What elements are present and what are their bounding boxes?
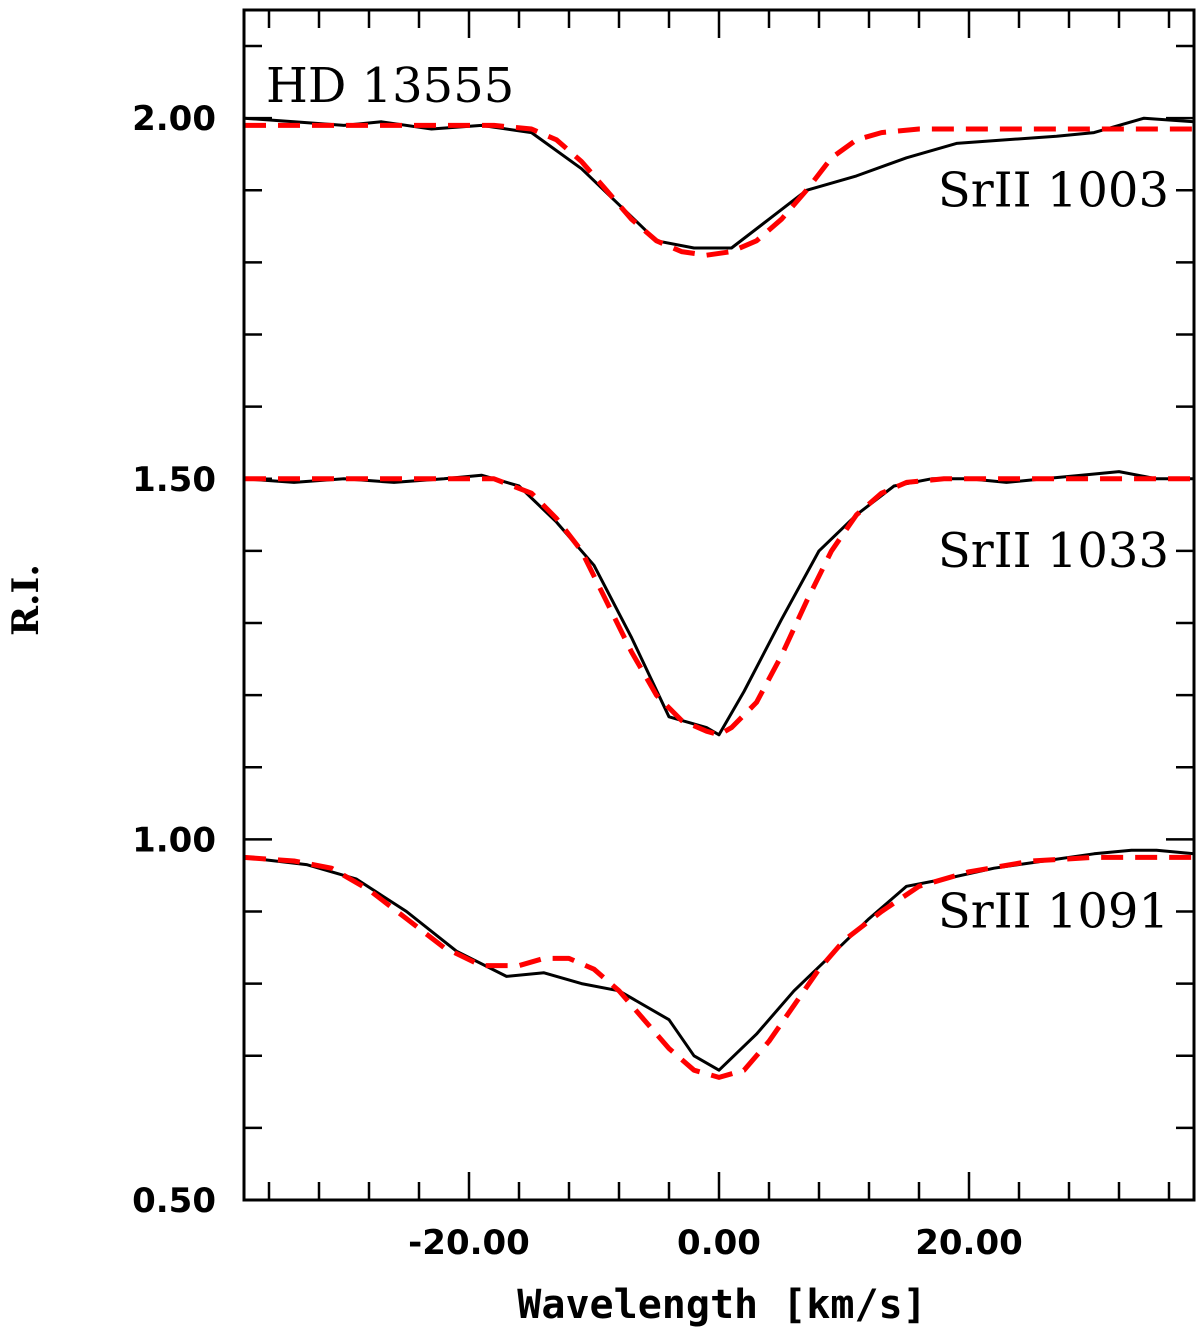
x-tick-label: -20.00 (408, 1223, 530, 1263)
model-profile-line (244, 476, 1194, 738)
y-tick-label: 1.50 (132, 460, 216, 500)
spectral-line-label: SrII 1091 (938, 884, 1169, 940)
model-profile-line (244, 122, 1194, 258)
x-tick-label: 0.00 (677, 1223, 761, 1263)
observed-profile-line (243, 116, 1195, 250)
y-tick-label: 2.00 (132, 99, 216, 139)
x-tick-label: 20.00 (915, 1223, 1023, 1263)
y-tick-label: 1.00 (132, 820, 216, 860)
plot-frame (242, 8, 1196, 1202)
text-labels: 0.50 1.00 1.50 2.00 -20.00 0.00 20.00 HD 13555 S… (132, 58, 1169, 1263)
star-name-label: HD 13555 (266, 58, 514, 114)
axis-ticks (244, 10, 1194, 1202)
observed-profile-line (243, 470, 1194, 737)
spectral-line-label: SrII 1003 (938, 162, 1169, 218)
model-profile-line (243, 854, 1194, 1080)
y-axis-label: R.I. (5, 564, 47, 636)
y-tick-label: 0.50 (132, 1181, 216, 1221)
spectral-line-label: SrII 1033 (938, 523, 1169, 579)
x-axis-label: Wavelength [km/s] (517, 1282, 926, 1328)
series-layer (243, 116, 1195, 1080)
